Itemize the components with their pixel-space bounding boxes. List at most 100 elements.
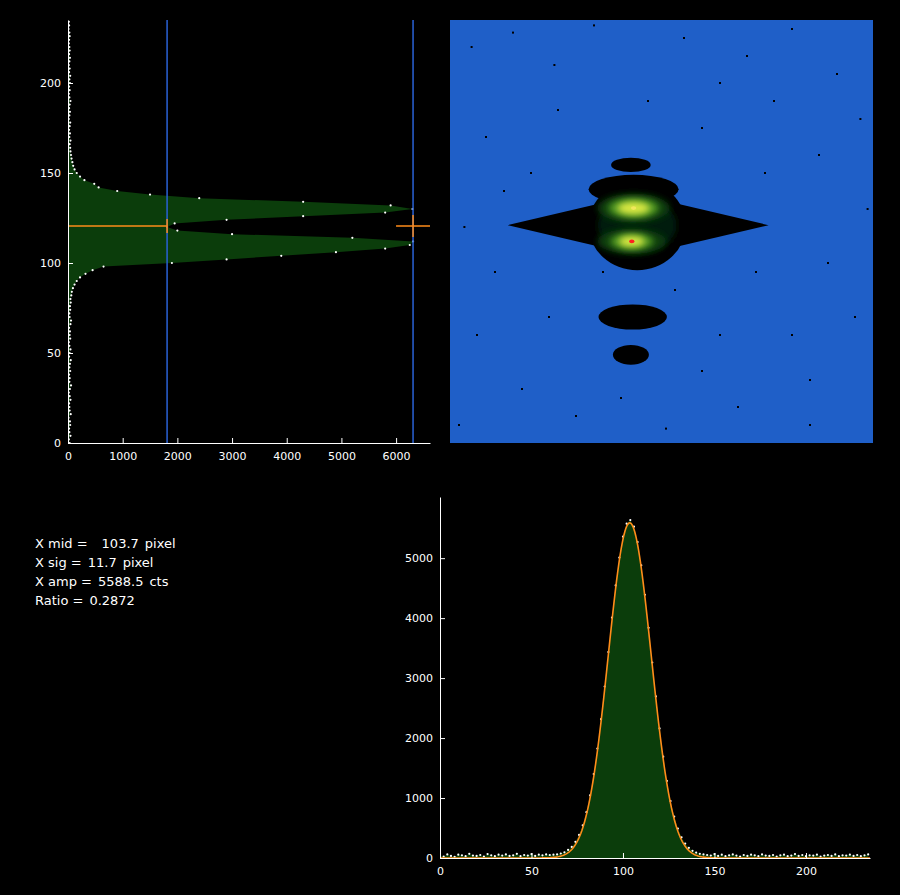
profile-point <box>728 854 730 856</box>
profile-point <box>73 168 75 170</box>
profile-point <box>834 853 836 855</box>
profile-point <box>743 854 745 856</box>
speckle <box>773 100 775 102</box>
profile-point <box>757 855 759 857</box>
profile-point <box>174 222 176 224</box>
fit-curve <box>440 523 870 858</box>
y-tick-label: 150 <box>40 167 61 180</box>
x-tick-label: 0 <box>65 450 72 463</box>
profile-point <box>519 855 521 857</box>
profile-point <box>450 855 452 857</box>
speckle <box>791 28 793 30</box>
speckle <box>701 127 703 129</box>
profile-point <box>69 132 71 134</box>
x-tick: 2000 <box>164 438 192 463</box>
profile-point <box>69 323 71 325</box>
y-tick-mark <box>440 738 445 739</box>
profile-point <box>505 853 507 855</box>
speckle <box>463 226 465 228</box>
stat-line: X sig =11.7pixel <box>35 555 153 570</box>
y-tick: 200 <box>40 77 73 90</box>
x-tick-mark <box>287 438 288 443</box>
profile-point <box>98 186 100 188</box>
x-tick: 150 <box>704 853 725 878</box>
stat-label: X mid = <box>35 536 88 551</box>
x-tick-label: 150 <box>704 865 725 878</box>
stat-value: 0.2872 <box>89 593 135 608</box>
y-tick-label: 50 <box>47 347 61 360</box>
y-tick: 100 <box>40 257 73 270</box>
image-panel <box>450 20 873 443</box>
profile-point <box>69 305 71 307</box>
profile-point <box>827 854 829 856</box>
profile-point <box>563 851 565 853</box>
profile-point <box>556 853 558 855</box>
speckle <box>818 154 820 156</box>
profile-point <box>516 853 518 855</box>
speckle <box>602 271 604 273</box>
profile-point <box>70 158 72 160</box>
profile-point <box>351 237 353 239</box>
y-tick-mark <box>68 83 73 84</box>
speckle <box>647 100 649 102</box>
x-tick-mark <box>232 438 233 443</box>
profile-point <box>69 330 71 332</box>
profile-point <box>549 854 551 856</box>
profile-point <box>852 855 854 857</box>
profile-point <box>70 294 72 296</box>
stat-unit: pixel <box>145 536 176 551</box>
profile-point <box>116 190 118 192</box>
profile-point <box>867 853 869 855</box>
stat-label: X amp = <box>35 574 92 589</box>
stat-value: 5588.5 <box>98 574 144 589</box>
profile-point <box>475 855 477 857</box>
fit-stats: X mid = 103.7 pixel X sig =11.7pixel X amp =… <box>35 536 176 608</box>
profile-point <box>841 854 843 856</box>
stat-value: 103.7 <box>102 536 139 551</box>
image-region <box>631 206 636 210</box>
plot-marks <box>68 20 430 443</box>
y-tick: 0 <box>426 852 445 865</box>
profile-point <box>72 165 74 167</box>
speckle <box>512 32 514 34</box>
profile-point <box>390 204 392 206</box>
x-tick-label: 3000 <box>219 450 247 463</box>
y-tick-mark <box>440 618 445 619</box>
y-tick-label: 100 <box>40 257 61 270</box>
x-tick-label: 4000 <box>273 450 301 463</box>
profile-point <box>70 384 72 386</box>
speckle <box>701 370 703 372</box>
x-tick-mark <box>177 438 178 443</box>
x-tick-label: 1000 <box>109 450 137 463</box>
image-region <box>617 202 649 215</box>
profile-point <box>468 853 470 855</box>
x-tick: 50 <box>525 853 539 878</box>
y-axis: 010002000300040005000 <box>405 498 445 866</box>
speckle <box>553 64 555 66</box>
profile-point <box>69 57 71 59</box>
profile-point <box>754 854 756 856</box>
x-tick: 3000 <box>219 438 247 463</box>
level-line <box>166 20 168 443</box>
profile-point <box>69 370 71 372</box>
profile-point <box>73 284 75 286</box>
profile-point <box>849 854 851 856</box>
profile-point <box>69 309 71 311</box>
profile-point <box>69 348 71 350</box>
profile-point <box>809 854 811 856</box>
profile-point <box>280 255 282 257</box>
profile-point <box>746 855 748 857</box>
profile-point <box>765 855 767 857</box>
speckle <box>836 73 838 75</box>
profile-point <box>69 420 71 422</box>
profile-point <box>732 853 734 855</box>
profile-point <box>83 179 85 181</box>
profile-point <box>750 854 752 856</box>
y-tick: 5000 <box>405 552 445 565</box>
speckle <box>548 316 550 318</box>
profile-point <box>70 359 72 361</box>
profile-point <box>838 855 840 857</box>
y-tick-mark <box>440 678 445 679</box>
profile-point <box>69 363 71 365</box>
profile-point <box>523 854 525 856</box>
